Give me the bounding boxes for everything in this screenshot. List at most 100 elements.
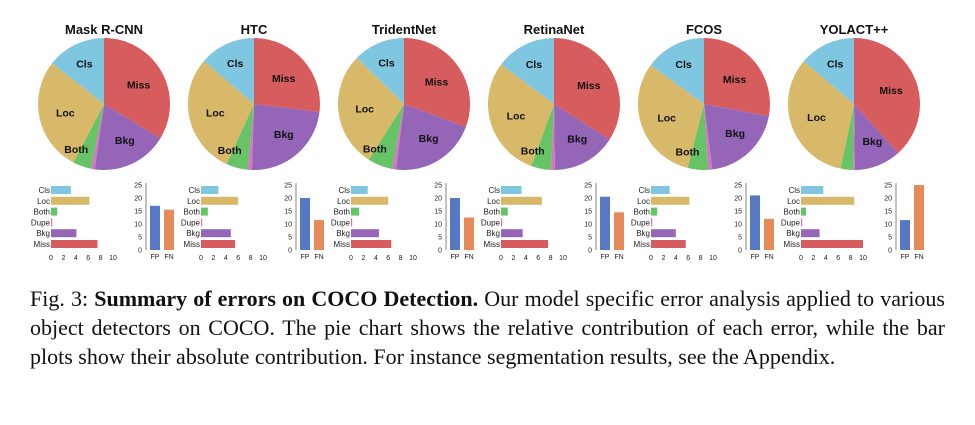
error-bar-miss xyxy=(801,240,863,248)
bar-fp xyxy=(450,198,460,250)
bar-axis-tick: 10 xyxy=(559,255,567,262)
bar-axis-tick: 4 xyxy=(374,255,378,262)
error-bar-miss xyxy=(201,240,236,248)
bar-axis-tick: 2 xyxy=(511,255,515,262)
bar-axis-tick: 8 xyxy=(849,255,853,262)
bar-label-cls: Cls xyxy=(488,186,500,195)
bar-axis-tick: 8 xyxy=(399,255,403,262)
bar-fp xyxy=(600,196,610,250)
bar-label-loc: Loc xyxy=(487,197,500,206)
pie-slice-miss xyxy=(254,38,321,113)
pie-label-bkg: Bkg xyxy=(567,134,587,146)
figure-caption: Fig. 3: Summary of errors on COCO Detect… xyxy=(30,284,945,371)
bar-axis-tick: 8 xyxy=(699,255,703,262)
pie-slice-cls xyxy=(52,38,104,104)
bar-label-both: Both xyxy=(334,208,350,217)
fpfn-axis-tick: 15 xyxy=(284,209,292,216)
error-bar-dupe xyxy=(351,218,353,227)
pie-slice-bkg xyxy=(704,104,769,170)
pie-label-loc: Loc xyxy=(657,112,676,124)
fpfn-label-fp: FP xyxy=(301,254,310,261)
fpfn-axis-tick: 0 xyxy=(888,248,892,255)
fpfn-axis-tick: 20 xyxy=(134,196,142,203)
bar-label-both: Both xyxy=(184,208,200,217)
error-bar-bkg xyxy=(651,229,676,238)
pie-slice-loc xyxy=(337,58,404,160)
pie-slice-both xyxy=(73,104,104,169)
bar-axis-tick: 8 xyxy=(249,255,253,262)
fpfn-axis-tick: 10 xyxy=(884,222,892,229)
pie-label-miss: Miss xyxy=(879,85,903,97)
fpfn-axis-tick: 20 xyxy=(734,196,742,203)
fpfn-label-fn: FN xyxy=(764,254,773,261)
bar-axis-tick: 10 xyxy=(409,255,417,262)
pie-label-loc: Loc xyxy=(507,110,526,122)
pie-slice-dupe xyxy=(551,104,555,170)
fpfn-label-fn: FN xyxy=(614,254,623,261)
fpfn-axis-tick: 5 xyxy=(588,235,592,242)
fpfn-axis-tick: 5 xyxy=(888,235,892,242)
bar-label-dupe: Dupe xyxy=(631,218,651,227)
pie-label-bkg: Bkg xyxy=(862,136,882,148)
bar-axis-tick: 2 xyxy=(661,255,665,262)
bar-axis-tick: 6 xyxy=(386,255,390,262)
fpfn-axis-tick: 15 xyxy=(584,209,592,216)
fpfn-axis-tick: 15 xyxy=(134,209,142,216)
bar-axis-tick: 6 xyxy=(686,255,690,262)
error-bar-loc xyxy=(501,196,542,205)
fpfn-axis-tick: 10 xyxy=(434,222,442,229)
pie-label-cls: Cls xyxy=(378,58,395,70)
pie-slice-loc xyxy=(187,61,254,164)
fpfn-axis-tick: 25 xyxy=(884,183,892,190)
pie-label-loc: Loc xyxy=(807,112,826,124)
error-summary-figure: Mask R-CNNClsLocBothBkgMissClsLocBothDup… xyxy=(31,22,924,262)
bar-label-loc: Loc xyxy=(337,197,350,206)
pie-label-miss: Miss xyxy=(577,80,601,92)
error-bar-bkg xyxy=(51,229,77,238)
bar-fp xyxy=(750,195,760,250)
pie-label-miss: Miss xyxy=(127,80,151,92)
bar-axis-tick: 0 xyxy=(349,255,353,262)
panel-title: TridentNet xyxy=(372,22,437,37)
bar-label-loc: Loc xyxy=(187,197,200,206)
panel-title: FCOS xyxy=(686,22,722,37)
fpfn-axis-tick: 25 xyxy=(434,183,442,190)
bar-axis-tick: 6 xyxy=(236,255,240,262)
bar-fn xyxy=(314,220,324,250)
fpfn-label-fp: FP xyxy=(451,254,460,261)
pie-slice-both xyxy=(368,104,404,169)
error-bar-bkg xyxy=(351,229,379,238)
bar-label-bkg: Bkg xyxy=(36,229,50,238)
panel-title: RetinaNet xyxy=(524,22,585,37)
bar-axis-tick: 0 xyxy=(199,255,203,262)
fpfn-axis-tick: 15 xyxy=(884,209,892,216)
fpfn-axis-tick: 0 xyxy=(288,248,292,255)
error-bar-miss xyxy=(651,240,686,248)
error-bar-both xyxy=(201,207,208,216)
bar-label-both: Both xyxy=(484,208,500,217)
panel-fcos: FCOSClsLocBothBkgMissClsLocBothDupeBkgMi… xyxy=(631,22,774,262)
pie-slice-cls xyxy=(803,38,854,104)
bar-label-cls: Cls xyxy=(638,186,650,195)
panel-title: YOLACT++ xyxy=(820,22,889,37)
caption-text: Our model specific error analysis applie… xyxy=(30,286,945,369)
pie-slice-miss xyxy=(854,38,920,153)
pie-slice-cls xyxy=(203,38,254,104)
pie-label-both: Both xyxy=(64,144,88,156)
panel-mask-r-cnn: Mask R-CNNClsLocBothBkgMissClsLocBothDup… xyxy=(31,22,174,262)
pie-slice-both xyxy=(531,104,554,170)
pie-slice-loc xyxy=(38,63,104,163)
error-bar-bkg xyxy=(801,229,820,238)
pie-label-both: Both xyxy=(676,146,700,158)
bar-fn xyxy=(764,218,774,250)
bar-label-miss: Miss xyxy=(784,240,800,249)
pie-slice-cls xyxy=(356,38,404,104)
fpfn-label-fn: FN xyxy=(464,254,473,261)
error-bar-dupe xyxy=(51,218,53,227)
bar-axis-tick: 6 xyxy=(836,255,840,262)
fpfn-axis-tick: 25 xyxy=(734,183,742,190)
bar-fp xyxy=(150,205,160,250)
error-bar-dupe xyxy=(201,218,203,227)
bar-label-loc: Loc xyxy=(787,197,800,206)
pie-label-bkg: Bkg xyxy=(115,135,135,147)
